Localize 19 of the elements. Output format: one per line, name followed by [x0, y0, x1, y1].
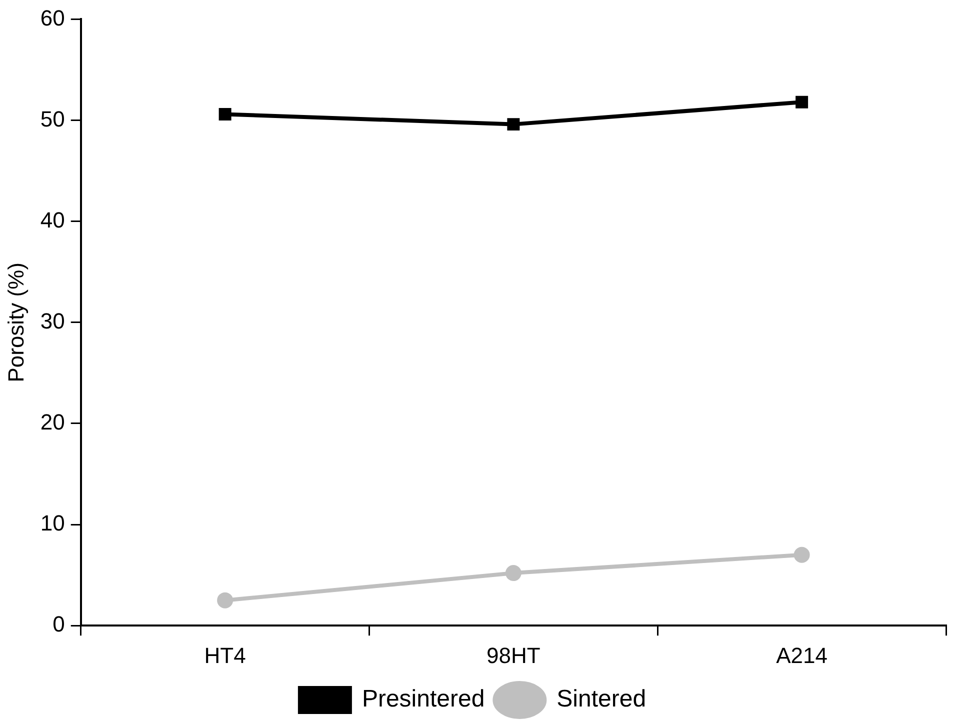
- point: [217, 592, 234, 608]
- point: [218, 108, 232, 120]
- y-tick-label: 50: [40, 106, 65, 132]
- y-tick-label: 0: [52, 612, 65, 637]
- point: [796, 96, 808, 108]
- y-axis-title: Porosity (%): [3, 262, 28, 382]
- y-tick-label: 60: [40, 5, 65, 30]
- x-tick-label: HT4: [204, 642, 246, 668]
- y-tick-label: 40: [40, 207, 65, 232]
- x-tick-label: A214: [776, 642, 828, 668]
- point: [505, 565, 522, 582]
- legend-label: Sintered: [556, 686, 646, 713]
- point: [507, 118, 520, 131]
- point: [794, 546, 810, 563]
- y-tick-label: 30: [40, 308, 65, 334]
- y-tick-label: 20: [40, 410, 65, 435]
- x-tick-label: 98HT: [486, 642, 540, 668]
- legend-label: Presintered: [362, 686, 485, 713]
- y-tick-label: 10: [40, 510, 65, 536]
